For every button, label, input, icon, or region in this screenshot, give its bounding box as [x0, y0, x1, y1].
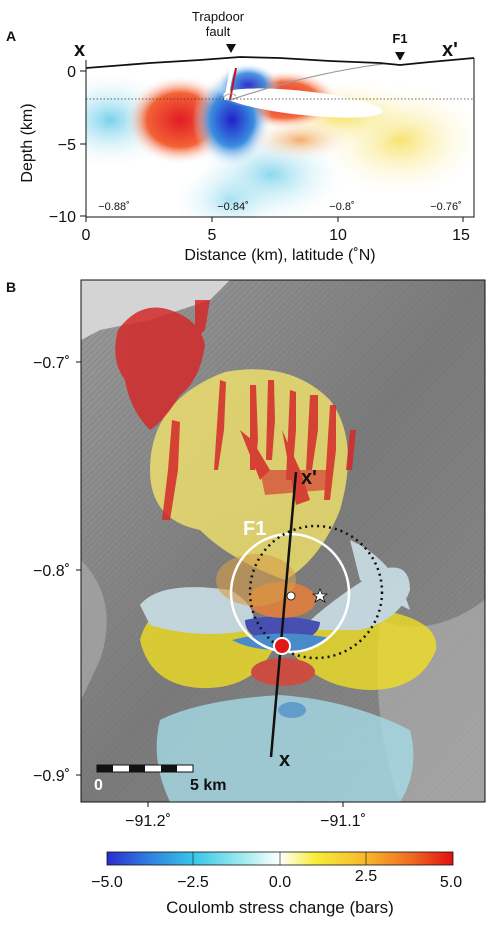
center-point-white	[286, 591, 296, 601]
b-xtick-2: −91.1˚	[320, 813, 366, 830]
colorbar-tick-1: −5.0	[91, 874, 123, 891]
a-ytick-10: −10	[49, 209, 76, 226]
a-xtick-15: 15	[452, 227, 470, 244]
scale-bar-length: 5 km	[190, 777, 226, 794]
a-xtick-5: 5	[208, 227, 217, 244]
lat-label-1: −0.88˚	[98, 201, 130, 213]
panel-a-axes	[85, 58, 475, 218]
trapdoor-label-line1: Trapdoor	[192, 9, 245, 24]
lat-label-3: −0.8˚	[329, 201, 354, 213]
panel-b-f1-label: F1	[243, 518, 266, 540]
panel-a: A x x' Trapdoor fault F1	[6, 9, 475, 264]
profile-line	[269, 471, 298, 758]
panel-a-latitude-labels: −0.88˚ −0.84˚ −0.8˚ −0.76˚	[98, 201, 462, 213]
colorbar-tick-3: 0.0	[269, 874, 291, 891]
b-ytick-3: −0.9˚	[33, 768, 70, 785]
center-point-red	[273, 637, 291, 655]
f1-arrow-icon	[395, 52, 405, 61]
lat-label-2: −0.84˚	[217, 201, 249, 213]
trapdoor-arrow-icon	[226, 44, 236, 53]
trapdoor-label-line2: fault	[206, 24, 231, 39]
colorbar-tick-4: 2.5	[355, 868, 377, 885]
panel-a-stress-field	[86, 60, 474, 217]
panel-b-letter: B	[6, 279, 16, 295]
panel-a-xticks: 0 5 10 15	[82, 217, 470, 244]
colorbar-tick-5: 5.0	[440, 874, 462, 891]
panel-a-xlabel: Distance (km), latitude (˚N)	[184, 247, 375, 264]
panel-b-x-prime-label: x'	[301, 467, 317, 489]
panel-b-map: x' x F1 0 5 km	[81, 280, 485, 802]
colorbar-tick-2: −2.5	[177, 874, 209, 891]
panel-a-letter: A	[6, 28, 16, 44]
a-xtick-0: 0	[82, 227, 91, 244]
a-ytick-5: −5	[58, 137, 76, 154]
panel-b-yticks: −0.7˚ −0.8˚ −0.9˚	[33, 355, 81, 785]
a-xtick-10: 10	[329, 227, 347, 244]
panel-a-yticks: 0 −5 −10	[49, 64, 86, 226]
b-ytick-1: −0.7˚	[33, 355, 70, 372]
lava-flows	[115, 300, 356, 520]
panel-b: B	[6, 279, 486, 830]
panel-a-ylabel: Depth (km)	[19, 103, 36, 182]
scale-bar: 0 5 km	[94, 764, 226, 794]
panel-b-x-label: x	[279, 749, 290, 771]
b-ytick-2: −0.8˚	[33, 563, 70, 580]
colorbar-label: Coulomb stress change (bars)	[166, 898, 394, 917]
a-ytick-0: 0	[67, 64, 76, 81]
topography-line	[85, 56, 475, 69]
lat-label-4: −0.76˚	[430, 201, 462, 213]
stress-lobes	[140, 369, 437, 802]
dotted-circle	[248, 524, 384, 660]
panel-b-xticks: −91.2˚ −91.1˚	[125, 802, 366, 830]
f1-label-a: F1	[392, 31, 407, 46]
panel-b-frame	[80, 279, 486, 803]
star-icon	[311, 587, 329, 603]
scale-bar-zero: 0	[94, 777, 103, 794]
colorbar: −5.0 −2.5 0.0 2.5 5.0 Coulomb stress cha…	[91, 851, 462, 917]
b-xtick-1: −91.2˚	[125, 813, 171, 830]
panel-a-x-label: x	[74, 39, 85, 61]
panel-a-x-prime-label: x'	[442, 39, 458, 61]
